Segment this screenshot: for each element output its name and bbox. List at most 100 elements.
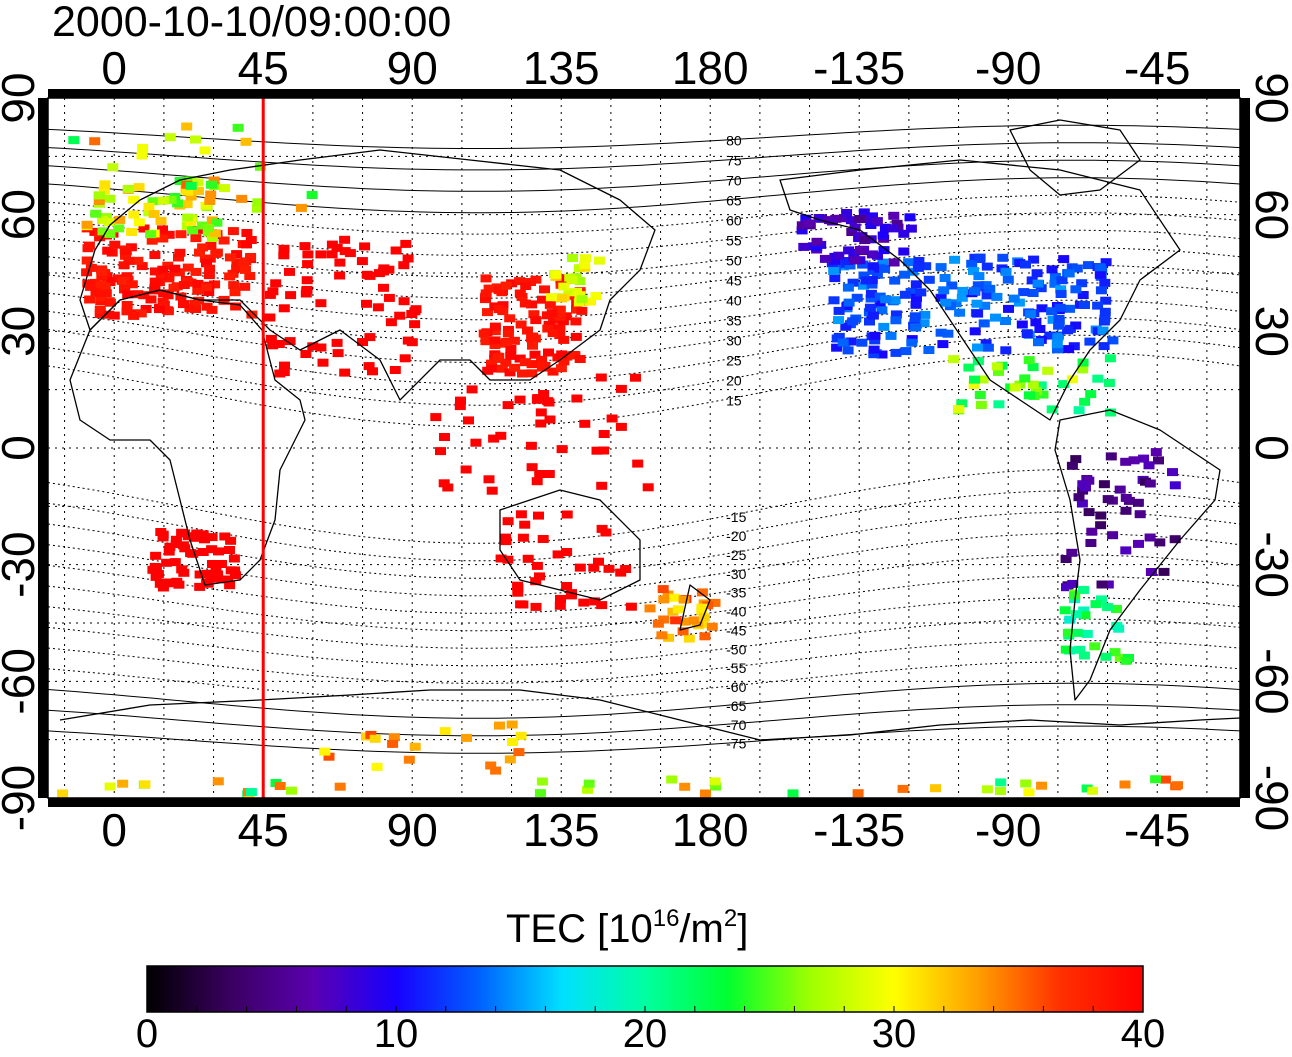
tec-cell: [1059, 606, 1071, 615]
tec-cell: [1097, 326, 1109, 335]
tec-cell: [526, 360, 538, 369]
tec-cell: [163, 272, 175, 281]
tec-cell: [1031, 269, 1043, 278]
tec-cell: [615, 384, 627, 393]
tec-cell: [219, 532, 231, 541]
tec-cell: [644, 604, 656, 613]
tec-cell: [1023, 356, 1035, 365]
tec-cell: [598, 446, 609, 455]
tec-cell: [969, 327, 981, 336]
mlat-contour: [48, 575, 1240, 632]
tec-cell: [570, 332, 582, 341]
tec-cell: [874, 300, 886, 308]
mlat-label: 50: [726, 252, 742, 268]
tec-cell: [193, 296, 205, 305]
tec-cell: [798, 242, 810, 251]
tec-cell: [1020, 260, 1031, 269]
tec-cell: [1120, 656, 1132, 665]
tec-cell: [678, 595, 690, 604]
tec-cell: [966, 259, 978, 268]
tec-cell: [1103, 379, 1115, 387]
tec-cell: [974, 391, 986, 399]
tec-cell: [121, 307, 133, 316]
tec-cell: [1077, 358, 1089, 367]
tec-cell: [206, 305, 218, 314]
tec-cell: [81, 220, 93, 229]
tec-cell: [942, 329, 954, 338]
tec-cell: [897, 784, 909, 793]
tec-cell: [188, 533, 200, 542]
tec-cell: [149, 283, 161, 292]
tec-cell: [913, 257, 925, 265]
tec-cell: [361, 270, 373, 279]
tec-cell: [229, 288, 241, 297]
tec-cell: [526, 369, 538, 378]
tec-cell: [1120, 546, 1132, 555]
tec-cell: [93, 197, 105, 205]
tec-cell: [216, 560, 227, 568]
tec-cell: [980, 339, 992, 348]
tec-cell: [96, 271, 108, 280]
tec-cell: [236, 194, 248, 203]
tec-cell: [203, 224, 214, 233]
tec-cell: [1094, 270, 1106, 279]
tec-cell: [530, 602, 542, 611]
tec-cell: [1055, 285, 1067, 294]
tec-cell: [1049, 272, 1061, 281]
tec-cell: [193, 187, 204, 195]
y-tick-label-left: 0: [0, 435, 44, 461]
mlat-label: 65: [726, 192, 742, 208]
tec-cell: [1167, 468, 1178, 477]
tec-cell: [517, 369, 528, 378]
tec-cell: [526, 300, 538, 309]
x-tick-label-bottom: 45: [238, 804, 289, 856]
tec-cell: [811, 237, 823, 246]
mlat-contour: [48, 661, 1240, 702]
tec-cell: [868, 350, 880, 359]
tec-cell: [185, 278, 197, 287]
tec-cell: [117, 779, 129, 788]
tec-cell: [107, 163, 119, 172]
tec-cell: [533, 511, 544, 520]
tec-cell: [496, 364, 508, 373]
tec-cell: [851, 293, 863, 302]
tec-cell: [1114, 653, 1126, 662]
tec-cell: [1046, 307, 1058, 316]
tec-cell: [173, 253, 184, 262]
tec-cell: [662, 590, 674, 599]
tec-cell: [534, 789, 546, 798]
tec-cell: [519, 520, 531, 529]
tec-cell: [500, 281, 512, 290]
tec-cell: [972, 281, 984, 290]
tec-cell: [210, 249, 222, 258]
x-axis-bottom-labels: 0 45 90 135 180 -135 -90 -45: [101, 804, 1190, 856]
tec-cell: [578, 598, 590, 607]
tec-cell: [558, 335, 570, 344]
mlat-label: -40: [726, 604, 746, 620]
tec-cell: [209, 280, 221, 289]
tec-cell: [811, 243, 823, 251]
tec-cell: [583, 779, 595, 788]
tec-cell: [940, 298, 952, 307]
tec-cell: [555, 364, 567, 373]
tec-cell: [299, 242, 311, 251]
tec-cell: [143, 202, 155, 211]
mlat-contour: [48, 264, 1240, 321]
tec-cell: [833, 316, 844, 325]
tec-cell: [1096, 580, 1108, 589]
mlat-label: -60: [726, 679, 746, 695]
tec-cell: [132, 256, 144, 265]
tec-cell: [522, 554, 534, 563]
tec-cell: [332, 349, 344, 358]
tec-cell: [302, 250, 314, 259]
tec-cell: [920, 262, 932, 271]
tec-cell: [94, 305, 106, 314]
x-tick-label-bottom: -135: [813, 804, 905, 856]
tec-cell: [222, 575, 234, 584]
tec-cell: [492, 354, 504, 363]
tec-cell: [911, 293, 922, 302]
tec-cell: [912, 263, 924, 272]
tec-cell: [1068, 342, 1080, 351]
tec-cell: [1002, 275, 1014, 284]
tec-cell: [1086, 527, 1098, 536]
